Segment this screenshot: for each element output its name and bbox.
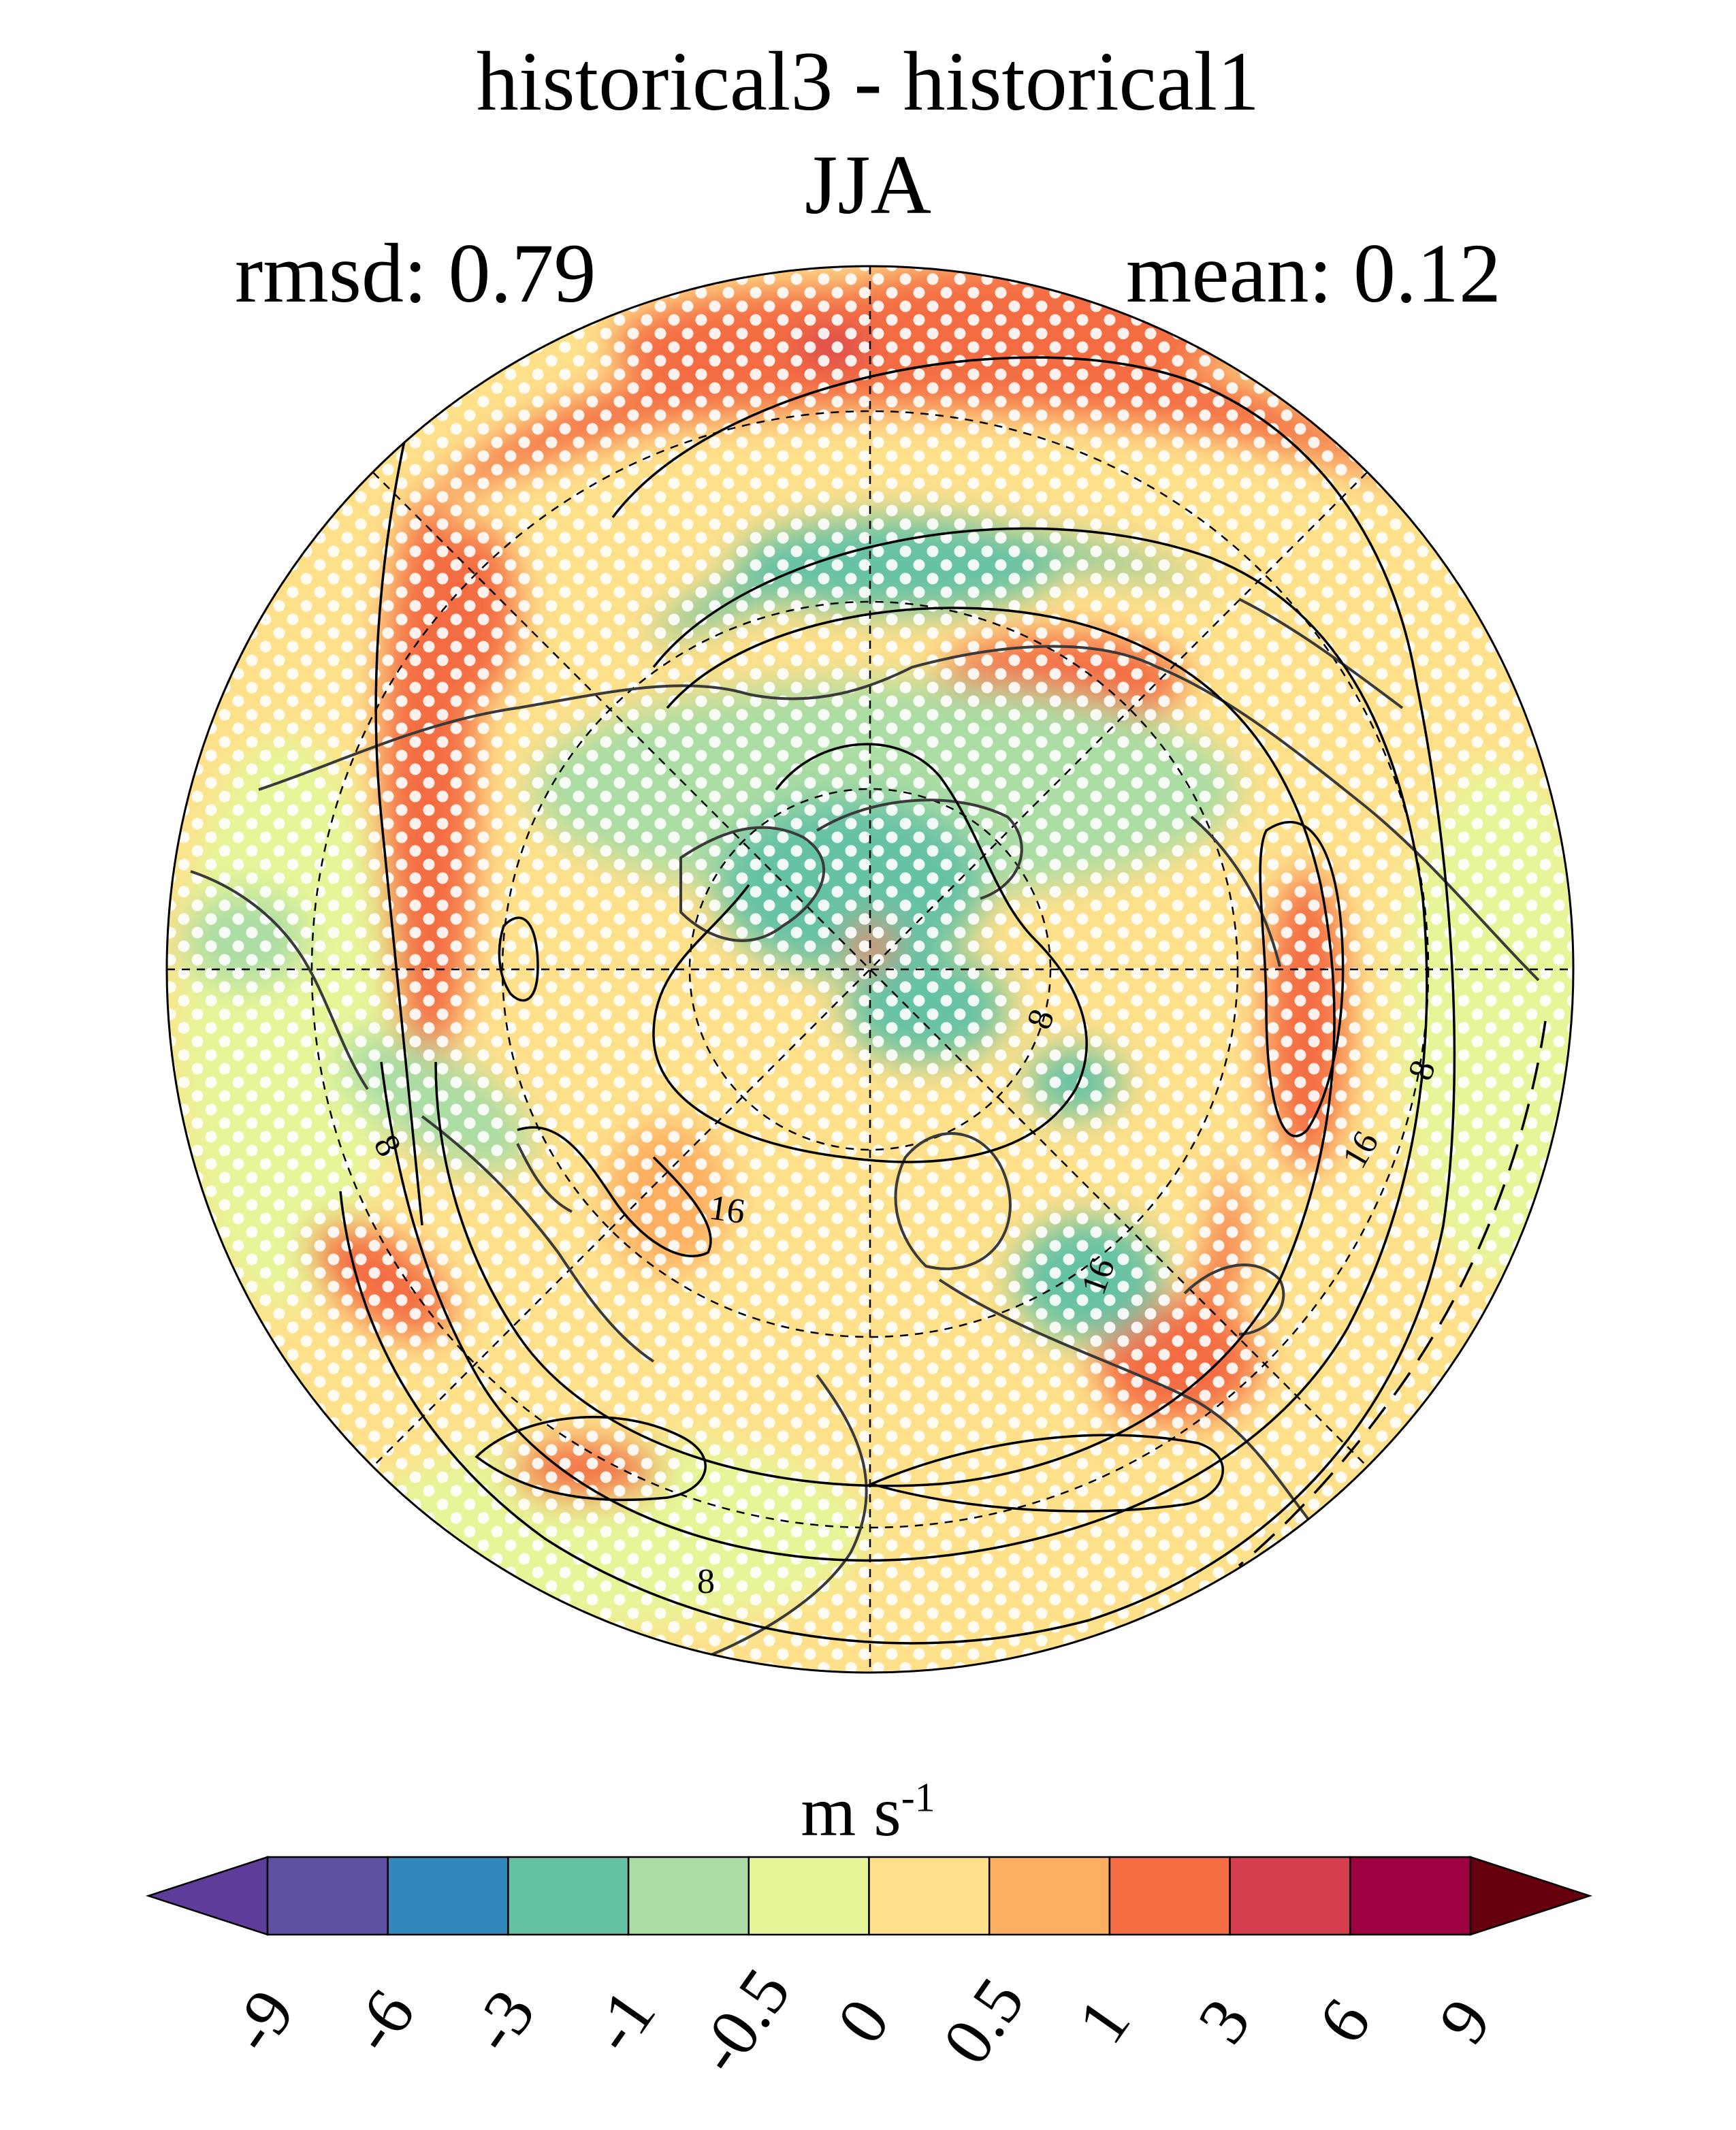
- colorbar-box: [1229, 1856, 1351, 1936]
- colorbar-unit: m s-1: [801, 1773, 935, 1851]
- colorbar-tick-label: -6: [335, 1976, 430, 2066]
- colorbar-extend-high: [1469, 1856, 1593, 1936]
- colorbar-ticks: -9 -6 -3 -1 -0.5 0 0.5 1 3 6 9: [214, 1955, 1505, 2086]
- mean-label: mean: 0.12: [1126, 227, 1501, 320]
- colorbar-tick-label: 0: [822, 1986, 904, 2057]
- colorbar-box: [1108, 1856, 1231, 1936]
- colorbar-tick-label: -3: [455, 1976, 549, 2066]
- colorbar-box: [1349, 1856, 1472, 1936]
- contour-label: 8: [697, 1562, 715, 1601]
- colorbar-tick-label: -9: [214, 1976, 309, 2066]
- colorbar-box: [507, 1856, 630, 1936]
- contour-label: 16: [707, 1188, 747, 1231]
- climatology-contours: [339, 356, 1456, 1645]
- colorbar-box: [627, 1856, 750, 1936]
- colorbar-box: [387, 1856, 509, 1936]
- title-line-1: historical3 - historical1: [476, 35, 1260, 128]
- negative-contour: [1238, 1020, 1547, 1567]
- graticule: [167, 266, 1573, 1673]
- colorbar-box: [748, 1856, 870, 1936]
- coastlines: [190, 598, 1540, 1662]
- colorbar-tick-label: -1: [575, 1976, 670, 2066]
- colorbar-box: [266, 1856, 389, 1936]
- colorbar-tick-label: 1: [1063, 1986, 1144, 2057]
- colorbar-extend-low: [145, 1856, 269, 1936]
- colorbar-tick-label: 3: [1183, 1986, 1265, 2057]
- colorbar-tick-label: 6: [1304, 1986, 1385, 2057]
- title-line-2: JJA: [804, 138, 932, 231]
- colorbar-tick-label: -0.5: [681, 1955, 805, 2086]
- rmsd-label: rmsd: 0.79: [235, 227, 596, 320]
- colorbar-tick-label: 0.5: [928, 1965, 1039, 2078]
- colorbar-boxes: [145, 1856, 1593, 1936]
- colorbar-box: [988, 1856, 1111, 1936]
- map-border: [165, 265, 1575, 1674]
- colorbar-box: [868, 1856, 991, 1936]
- map-disc: [167, 266, 1573, 1673]
- colorbar-tick-label: 9: [1424, 1986, 1506, 2057]
